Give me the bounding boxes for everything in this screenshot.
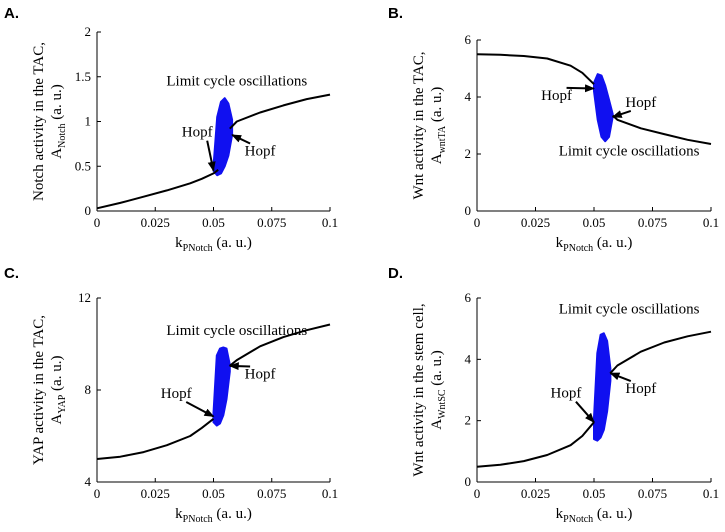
y-tick-label: 2 <box>85 24 92 39</box>
hopf-label: Hopf <box>551 386 582 402</box>
x-tick-label: 0 <box>94 215 101 230</box>
limit-cycle-region <box>212 346 231 427</box>
panel-4: D. 0 0.025 0.05 0.075 0.1 0 2 4 6 kPNotch (a. u.) W… <box>388 265 719 525</box>
y-tick-label: 0 <box>465 203 472 218</box>
panel-label: C. <box>4 265 19 282</box>
hopf-label: Hopf <box>245 367 276 383</box>
limit-cycle-label: Limit cycle oscillations <box>559 143 700 159</box>
steady-state-curve <box>96 418 215 460</box>
x-tick-label: 0.075 <box>257 486 286 501</box>
hopf-arrow <box>566 84 595 93</box>
hopf-arrow <box>575 401 595 423</box>
x-tick-label: 0.075 <box>257 215 286 230</box>
x-tick-label: 0 <box>474 215 481 230</box>
limit-cycle-region <box>593 73 614 143</box>
y-tick-label: 1 <box>85 114 92 129</box>
hopf-arrow <box>185 401 215 418</box>
steady-state-curve <box>229 323 331 367</box>
x-axis-label: kPNotch (a. u.) <box>175 235 252 254</box>
limit-cycle-region <box>212 97 234 177</box>
hopf-arrow <box>609 372 632 382</box>
x-tick-label: 0.025 <box>521 486 550 501</box>
y-axis-label-line1: YAP activity in the TAC, <box>31 315 47 465</box>
hopf-arrow <box>231 134 251 145</box>
hopf-label: Hopf <box>625 95 656 111</box>
y-axis-label-line2: AwntTA (a. u.) <box>429 87 448 165</box>
hopf-label: Hopf <box>625 381 656 397</box>
y-tick-label: 6 <box>465 290 472 305</box>
panel-label: B. <box>388 5 403 22</box>
y-tick-label: 8 <box>85 382 92 397</box>
x-tick-label: 0.05 <box>583 215 606 230</box>
x-tick-label: 0.025 <box>141 486 170 501</box>
steady-state-curve <box>229 93 331 130</box>
x-tick-label: 0.05 <box>202 486 225 501</box>
hopf-label: Hopf <box>245 144 276 160</box>
y-axis-label-line1: Wnt activity in the stem cell, <box>411 303 427 476</box>
y-axis-label-line2: ANotch (a. u.) <box>49 84 68 158</box>
x-tick-label: 0.05 <box>202 215 225 230</box>
limit-cycle-label: Limit cycle oscillations <box>166 323 307 339</box>
x-tick-label: 0.1 <box>322 486 338 501</box>
steady-state-curve <box>609 330 712 374</box>
steady-state-curve <box>96 169 219 210</box>
y-axis-label-line1: Notch activity in the TAC, <box>31 42 47 201</box>
y-tick-label: 4 <box>85 474 92 489</box>
x-tick-label: 0.075 <box>638 215 667 230</box>
x-tick-label: 0.025 <box>521 215 550 230</box>
steady-state-curve <box>612 114 712 145</box>
x-axis-label: kPNotch (a. u.) <box>556 235 633 254</box>
x-tick-label: 0.1 <box>322 215 338 230</box>
y-tick-label: 0 <box>85 203 92 218</box>
x-tick-label: 0 <box>474 486 481 501</box>
y-tick-label: 4 <box>465 351 472 366</box>
hopf-label: Hopf <box>182 125 213 141</box>
limit-cycle-label: Limit cycle oscillations <box>166 74 307 90</box>
x-tick-label: 0.05 <box>583 486 606 501</box>
limit-cycle-label: Limit cycle oscillations <box>559 301 700 317</box>
hopf-label: Hopf <box>161 386 192 402</box>
y-axis-label-line1: Wnt activity in the TAC, <box>411 51 427 199</box>
x-axis-label: kPNotch (a. u.) <box>175 506 252 525</box>
y-tick-label: 0.5 <box>75 158 91 173</box>
limit-cycle-region <box>593 332 612 442</box>
y-axis-label-line2: AYAP (a. u.) <box>49 356 68 425</box>
y-tick-label: 2 <box>465 146 472 161</box>
panel-label: D. <box>388 265 403 282</box>
hopf-label: Hopf <box>541 88 572 104</box>
y-tick-label: 1.5 <box>75 69 91 84</box>
steady-state-curve <box>476 53 595 85</box>
y-axis-label-line2: AWntSC (a. u.) <box>429 350 448 429</box>
panel-label: A. <box>4 5 19 22</box>
x-tick-label: 0.025 <box>141 215 170 230</box>
hopf-arrow <box>228 362 251 371</box>
panel-2: B. 0 0.025 0.05 0.075 0.1 0 2 4 6 kPNotch (a. u.) W… <box>388 5 719 254</box>
hopf-arrow <box>611 110 632 118</box>
x-tick-label: 0 <box>94 486 101 501</box>
y-tick-label: 12 <box>78 290 91 305</box>
x-tick-label: 0.1 <box>703 486 719 501</box>
panel-1: A. 0 0.025 0.05 0.075 0.1 0 0.5 1 1.5 2 kPNotch (a.… <box>4 5 338 254</box>
y-tick-label: 6 <box>465 32 472 47</box>
x-tick-label: 0.1 <box>703 215 719 230</box>
y-tick-label: 0 <box>465 474 472 489</box>
steady-state-curve <box>476 421 595 468</box>
hopf-arrow <box>206 140 216 172</box>
x-tick-label: 0.075 <box>638 486 667 501</box>
y-tick-label: 2 <box>465 413 472 428</box>
panel-3: C. 0 0.025 0.05 0.075 0.1 4 8 12 kPNotch (a. u.) Y… <box>4 265 338 525</box>
y-tick-label: 4 <box>465 89 472 104</box>
x-axis-label: kPNotch (a. u.) <box>556 506 633 525</box>
